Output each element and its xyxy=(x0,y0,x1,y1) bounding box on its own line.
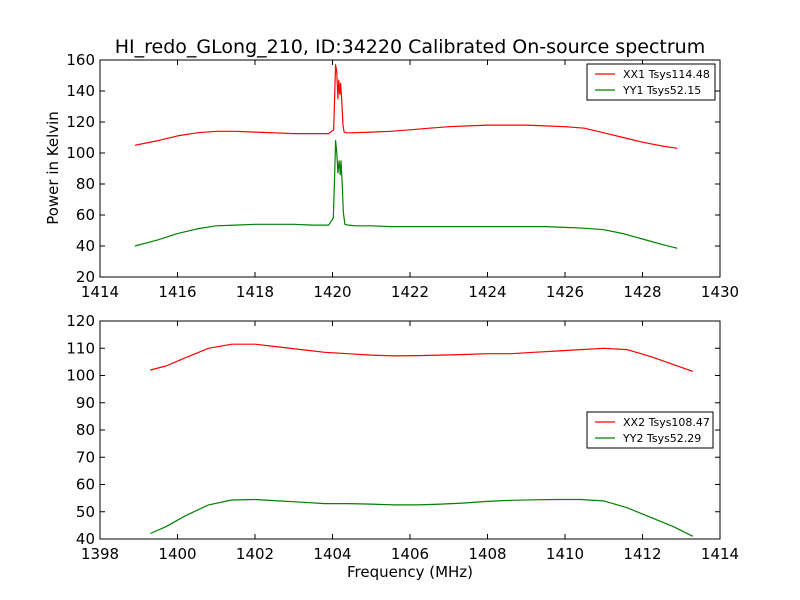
x-tick-label: 1414 xyxy=(81,283,119,301)
y-tick-label: 60 xyxy=(76,206,95,224)
x-tick-label: 1410 xyxy=(546,545,584,563)
x-tick-label: 1400 xyxy=(158,545,196,563)
x-tick-label: 1414 xyxy=(701,545,739,563)
legend-entry-label: YY2 Tsys52.29 xyxy=(622,432,701,445)
x-axis-label: Frequency (MHz) xyxy=(347,563,473,581)
y-tick-label: 140 xyxy=(66,82,95,100)
x-tick-label: 1398 xyxy=(81,545,119,563)
y-tick-label: 20 xyxy=(76,268,95,286)
x-tick-label: 1422 xyxy=(391,283,429,301)
y-tick-label: 160 xyxy=(66,51,95,69)
legend-entry-label: XX2 Tsys108.47 xyxy=(623,416,710,429)
x-tick-label: 1430 xyxy=(701,283,739,301)
y-tick-label: 120 xyxy=(66,312,95,330)
y-tick-label: 40 xyxy=(76,237,95,255)
y-tick-label: 60 xyxy=(76,476,95,494)
series-line-1 xyxy=(134,64,678,149)
y-tick-label: 100 xyxy=(66,144,95,162)
x-tick-label: 1424 xyxy=(468,283,506,301)
y-tick-label: 110 xyxy=(66,339,95,357)
legend-box xyxy=(586,411,714,449)
x-tick-label: 1408 xyxy=(468,545,506,563)
y-tick-label: 80 xyxy=(76,421,95,439)
x-tick-label: 1428 xyxy=(623,283,661,301)
x-tick-label: 1418 xyxy=(236,283,274,301)
legend: XX1 Tsys114.48 YY1 Tsys52.15 xyxy=(586,63,716,101)
y-tick-label: 40 xyxy=(76,530,95,548)
y-tick-label: 100 xyxy=(66,367,95,385)
x-tick-label: 1406 xyxy=(391,545,429,563)
legend-box xyxy=(586,63,716,101)
legend-entry-label: YY1 Tsys52.15 xyxy=(622,84,701,97)
x-tick-label: 1416 xyxy=(158,283,196,301)
series-line-2 xyxy=(134,140,678,249)
x-tick-label: 1412 xyxy=(623,545,661,563)
y-tick-label: 90 xyxy=(76,394,95,412)
y-axis-label: Power in Kelvin xyxy=(44,111,62,225)
y-tick-label: 80 xyxy=(76,175,95,193)
legend-entry-label: XX1 Tsys114.48 xyxy=(623,68,710,81)
series-line-1 xyxy=(150,343,694,372)
x-tick-label: 1420 xyxy=(313,283,351,301)
x-tick-label: 1404 xyxy=(313,545,351,563)
y-tick-label: 50 xyxy=(76,503,95,521)
chart-title: HI_redo_GLong_210, ID:34220 Calibrated O… xyxy=(115,36,705,58)
y-tick-label: 70 xyxy=(76,448,95,466)
legend: XX2 Tsys108.47 YY2 Tsys52.29 xyxy=(586,411,714,449)
series-line-2 xyxy=(150,498,694,537)
bottom-panel: 1398 1400 1402 1404 1406 1408 1410 1412 1414 40 50… xyxy=(66,312,739,563)
x-tick-label: 1402 xyxy=(236,545,274,563)
x-tick-label: 1426 xyxy=(546,283,584,301)
top-panel: 1414 1416 1418 1420 1422 1424 1426 1428 1430 20 40… xyxy=(66,51,739,301)
y-tick-label: 120 xyxy=(66,113,95,131)
